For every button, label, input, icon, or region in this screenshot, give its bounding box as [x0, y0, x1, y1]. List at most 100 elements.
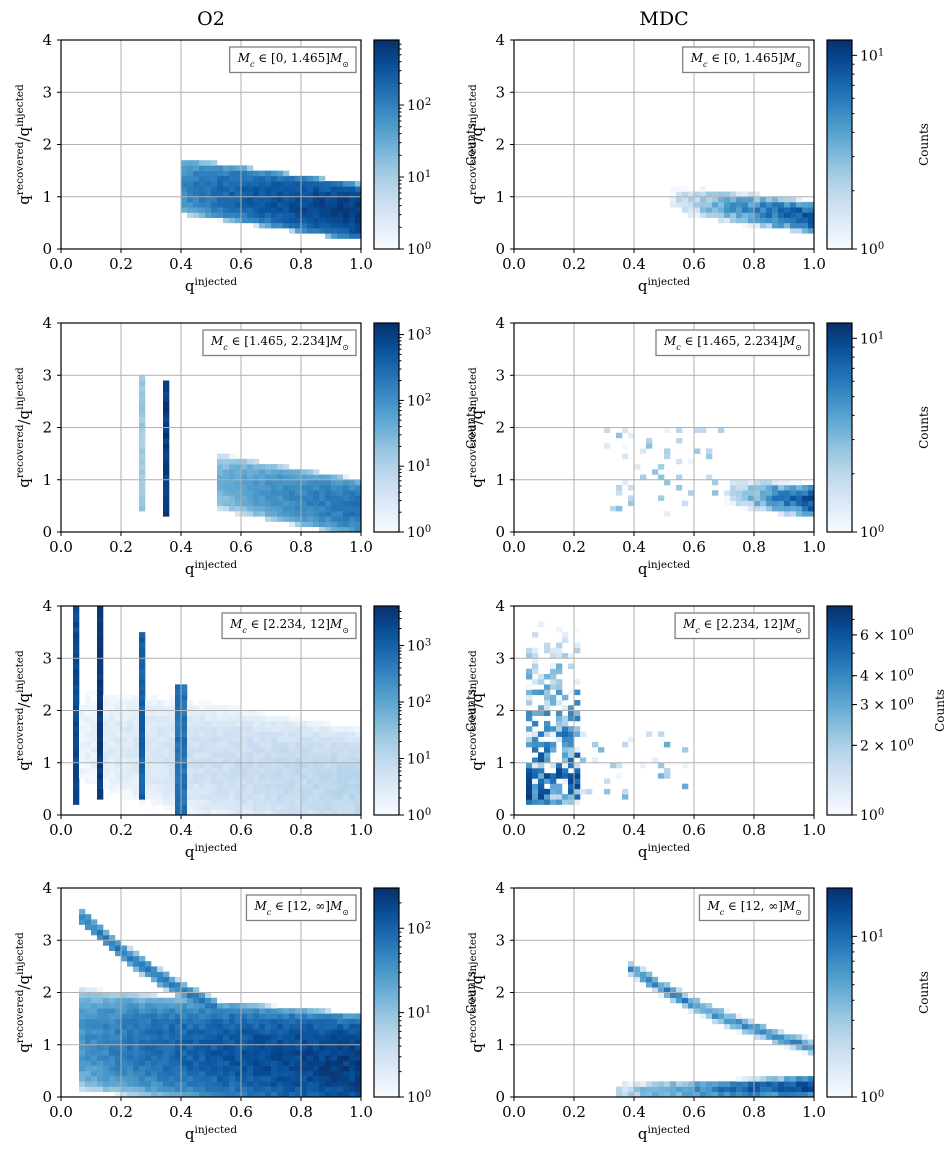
heatmap-bin: [193, 767, 200, 774]
heatmap-bin: [271, 715, 278, 722]
heatmap-bin: [772, 505, 779, 512]
heatmap-bin: [277, 762, 284, 769]
heatmap-bin: [241, 511, 248, 517]
heatmap-bin: [139, 385, 146, 392]
heatmap-bin: [265, 1029, 272, 1035]
heatmap-bin: [187, 804, 194, 811]
heatmap-bin: [283, 1039, 290, 1046]
heatmap-bin: [73, 689, 80, 696]
heatmap-bin: [355, 212, 362, 218]
heatmap-bin: [217, 1008, 224, 1014]
heatmap-bin: [259, 1018, 266, 1025]
colorbar-label: Counts: [917, 123, 931, 166]
heatmap-bin: [682, 1091, 689, 1098]
heatmap-bin: [265, 464, 272, 470]
heatmap-bin: [115, 694, 122, 701]
heatmap-bin: [331, 1018, 338, 1025]
heatmap-bin: [592, 741, 599, 748]
heatmap-bin: [271, 511, 278, 517]
colorbar-tick-label: 103: [407, 637, 431, 655]
heatmap-bin: [199, 794, 206, 800]
heatmap-bin: [271, 1013, 278, 1019]
heatmap-bin: [193, 804, 200, 811]
heatmap-bin: [736, 1076, 743, 1082]
heatmap-bin: [736, 1023, 743, 1030]
heatmap-bin: [550, 684, 557, 690]
heatmap-bin: [115, 1023, 122, 1030]
colorbar: [826, 887, 853, 1098]
heatmap-bin: [181, 741, 188, 748]
panel-o2-3: 0.0 0.2 0.4 0.6 0.8 1.001234qinjectedqrecover…: [14, 597, 478, 861]
heatmap-bin: [211, 1039, 218, 1046]
heatmap-bin: [544, 689, 551, 696]
heatmap-bin: [121, 726, 128, 732]
heatmap-bin: [229, 1060, 236, 1066]
heatmap-bin: [808, 1091, 815, 1098]
heatmap-bin: [337, 217, 344, 224]
heatmap-bin: [271, 1029, 278, 1035]
heatmap-bin: [742, 196, 749, 203]
heatmap-bin: [247, 757, 254, 764]
heatmap-bin: [634, 976, 641, 983]
heatmap-bin: [169, 1013, 176, 1019]
heatmap-bin: [97, 673, 104, 680]
heatmap-bin: [229, 1029, 236, 1035]
heatmap-bin: [319, 741, 326, 748]
heatmap-bin: [742, 1081, 749, 1087]
heatmap-bin: [235, 165, 242, 171]
heatmap-bin: [241, 1034, 248, 1040]
heatmap-bin: [349, 757, 356, 764]
heatmap-bin: [325, 804, 332, 811]
heatmap-bin: [103, 705, 110, 711]
heatmap-bin: [634, 464, 641, 470]
heatmap-bin: [265, 767, 272, 774]
heatmap-bin: [325, 1018, 332, 1025]
heatmap-bin: [253, 736, 260, 743]
heatmap-bin: [325, 726, 332, 732]
heatmap-bin: [253, 479, 260, 486]
heatmap-bin: [550, 778, 557, 784]
heatmap-bin: [121, 778, 128, 784]
heatmap-bin: [277, 778, 284, 784]
heatmap-bin: [700, 1081, 707, 1087]
heatmap-bin: [79, 1060, 86, 1066]
panel-mdc-4: 0.0 0.2 0.4 0.6 0.8 1.001234qinjectedqrecover…: [467, 879, 931, 1143]
heatmap-bin: [718, 1086, 725, 1093]
heatmap-bin: [163, 1060, 170, 1066]
heatmap-bin: [79, 1023, 86, 1030]
heatmap-bin: [235, 1091, 242, 1098]
heatmap-bin: [145, 731, 152, 737]
heatmap-bin: [790, 1044, 797, 1051]
heatmap-bin: [133, 961, 140, 967]
heatmap-bin: [139, 757, 146, 764]
heatmap-bin: [97, 767, 104, 774]
heatmap-bin: [319, 767, 326, 774]
heatmap-bin: [229, 1076, 236, 1082]
heatmap-bin: [169, 747, 176, 753]
panel-o2-2: 0.0 0.2 0.4 0.6 0.8 1.001234qinjectedqrecover…: [14, 314, 478, 578]
heatmap-bin: [91, 992, 98, 999]
heatmap-bin: [247, 175, 254, 182]
heatmap-bin: [556, 794, 563, 800]
heatmap-bin: [277, 505, 284, 512]
heatmap-bin: [169, 1039, 176, 1046]
heatmap-bin: [271, 191, 278, 198]
heatmap-bin: [163, 726, 170, 732]
heatmap-bin: [241, 495, 248, 501]
heatmap-bin: [778, 495, 785, 501]
heatmap-bin: [127, 1023, 134, 1030]
heatmap-bin: [532, 747, 539, 753]
heatmap-bin: [706, 1013, 713, 1019]
heatmap-bin: [700, 997, 707, 1004]
heatmap-bin: [247, 794, 254, 800]
heatmap-bin: [199, 752, 206, 758]
heatmap-bin: [73, 794, 80, 800]
heatmap-bin: [301, 490, 308, 496]
heatmap-bin: [193, 1044, 200, 1051]
heatmap-bin: [682, 1002, 689, 1009]
heatmap-bin: [139, 1076, 146, 1082]
heatmap-bin: [247, 1091, 254, 1098]
heatmap-bin: [97, 626, 104, 633]
heatmap-bin: [121, 752, 128, 758]
heatmap-bin: [664, 1081, 671, 1087]
